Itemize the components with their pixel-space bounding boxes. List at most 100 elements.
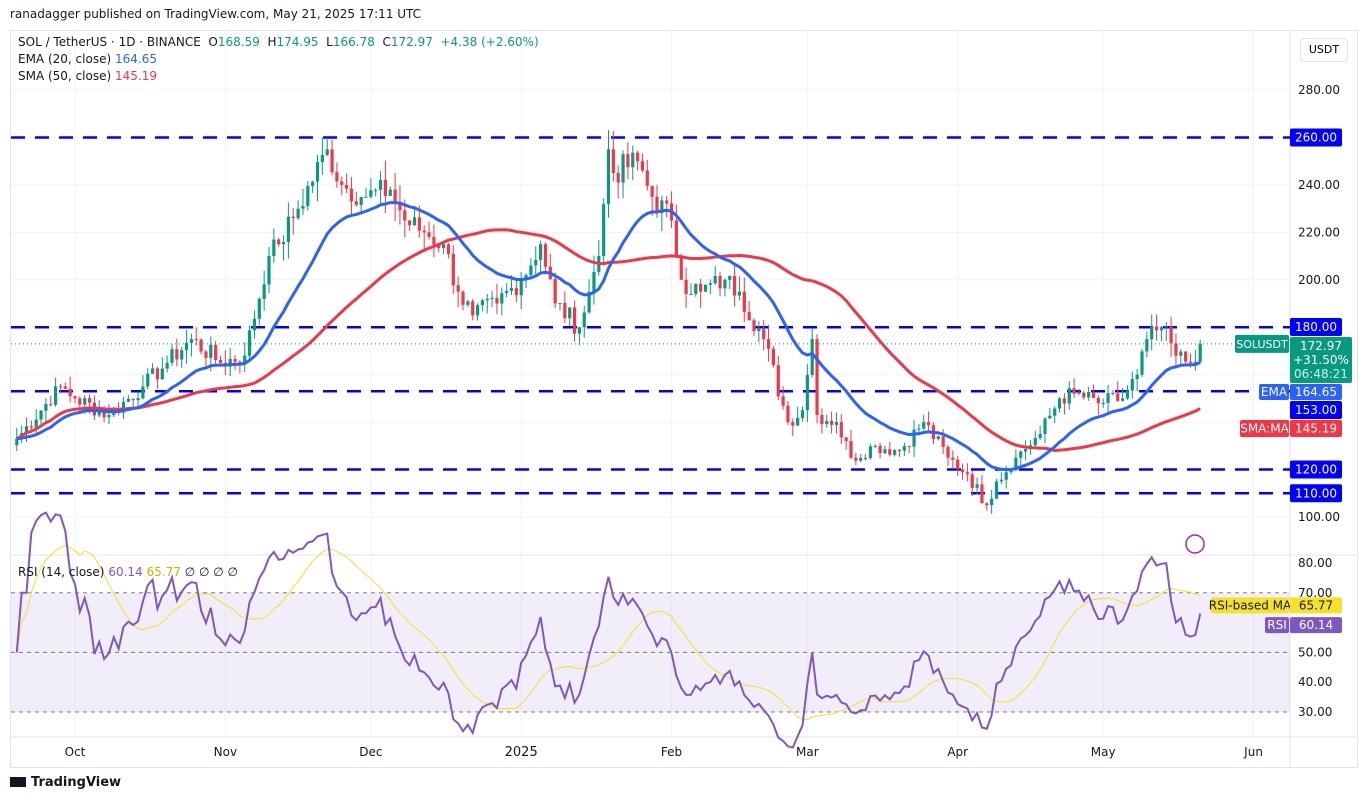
time-tick-label: Dec (359, 745, 382, 759)
candle-body (766, 339, 771, 349)
candle-body (495, 297, 499, 304)
rsi-value: 60.14 (108, 565, 143, 579)
time-tick-label: May (1091, 745, 1116, 759)
level-price-tag-bg (1290, 484, 1342, 503)
tradingview-logo[interactable]: TradingView (10, 775, 121, 790)
candle-body (209, 344, 213, 358)
rsi-ma-value: 65.77 (146, 565, 181, 579)
candle-body (1179, 351, 1183, 356)
candle-body (762, 328, 766, 340)
candle-body (757, 328, 761, 332)
candle-body (796, 417, 800, 426)
candle-body (684, 279, 688, 295)
candle-body (83, 398, 87, 405)
candle-body (403, 210, 407, 221)
candle-body (572, 307, 577, 334)
candle-body (34, 419, 38, 428)
candle-body (888, 449, 892, 455)
ema-value: 164.65 (114, 52, 157, 66)
candle-body (1150, 326, 1154, 340)
candle-body (1193, 361, 1197, 363)
candle-body (849, 441, 853, 458)
candle-body (689, 293, 693, 295)
candle-body (146, 373, 150, 387)
candle-body (621, 154, 625, 183)
candle-body (568, 307, 572, 319)
rsi-legend[interactable]: RSI (14, close) 60.14 65.77 ∅ ∅ ∅ ∅ (18, 565, 238, 579)
candle-body (194, 339, 198, 341)
ema-legend[interactable]: EMA (20, close) 164.65 (18, 52, 157, 66)
candle-body (58, 386, 63, 388)
candle-body (1053, 408, 1057, 416)
candle-body (340, 181, 344, 185)
rsi-tag-value-bg (1290, 617, 1342, 634)
candle-body (970, 474, 974, 488)
candle-body (606, 149, 611, 205)
footer-label: TradingView (31, 775, 122, 790)
candle-body (301, 205, 305, 209)
ema-tag-label-bg (1259, 384, 1289, 400)
candle-body (1004, 472, 1008, 480)
candle-body (728, 275, 732, 280)
candle-body (922, 422, 926, 429)
level-price-tag: 153.00 (1295, 403, 1337, 417)
candle-body (1091, 392, 1096, 399)
tv-logo-icon (10, 777, 26, 787)
candle-body (577, 327, 581, 334)
close-value: 172.97 (390, 35, 433, 49)
ema-label: EMA (20, close) (18, 52, 112, 66)
candle-body (1169, 326, 1173, 344)
candle-body (582, 312, 586, 328)
publisher-line: ranadagger published on TradingView.com,… (10, 7, 422, 21)
candle-body (703, 284, 708, 292)
rsi-tick-label: 70.00 (1298, 586, 1332, 600)
candle-body (592, 271, 596, 292)
candle-body (369, 190, 373, 197)
candle-body (296, 208, 300, 219)
candle-body (325, 149, 329, 156)
sma-legend[interactable]: SMA (50, close) 145.19 (18, 69, 157, 83)
sma-tag-label: SMA:MA (1240, 422, 1289, 436)
candle-body (136, 398, 140, 401)
candle-body (480, 300, 484, 306)
candle-body (941, 436, 945, 447)
candle-body (388, 189, 392, 196)
candle-body (844, 437, 848, 442)
candle-body (631, 152, 635, 168)
candle-body (1043, 418, 1047, 434)
rsi-band (11, 592, 1290, 712)
candle-body (475, 305, 480, 316)
candle-body (1130, 378, 1134, 391)
chart-frame[interactable] (10, 30, 1358, 768)
candle-body (63, 386, 67, 389)
candle-body (1198, 343, 1202, 362)
time-tick-label: Mar (796, 745, 819, 759)
candle-body (1164, 326, 1168, 328)
candle-body (733, 275, 737, 296)
candle-body (432, 236, 436, 245)
candle-body (73, 396, 77, 399)
candle-body (315, 162, 320, 182)
currency-button[interactable]: USDT (1300, 38, 1348, 62)
candle-body (529, 265, 533, 276)
candle-body (946, 446, 950, 458)
candle-body (640, 161, 645, 171)
candle-body (1024, 449, 1028, 452)
symbol-name[interactable]: SOL / TetherUS · 1D · BINANCE (18, 35, 201, 49)
candle-body (1106, 393, 1110, 403)
level-price-tag: 110.00 (1295, 486, 1337, 500)
candle-body (427, 232, 431, 237)
candle-body (907, 446, 911, 448)
candle-body (1033, 438, 1037, 446)
level-price-tag-bg (1290, 128, 1342, 147)
low-value: 166.78 (332, 35, 375, 49)
candle-body (611, 149, 615, 174)
symbol-tag-bg (1235, 334, 1289, 353)
candle-body (902, 446, 906, 451)
candle-body (383, 179, 387, 196)
time-tick-label: 2025 (505, 745, 538, 760)
rsi-extra: ∅ ∅ ∅ ∅ (184, 565, 238, 579)
ema-tag-label: EMA (1261, 385, 1288, 399)
candle-body (985, 503, 989, 506)
